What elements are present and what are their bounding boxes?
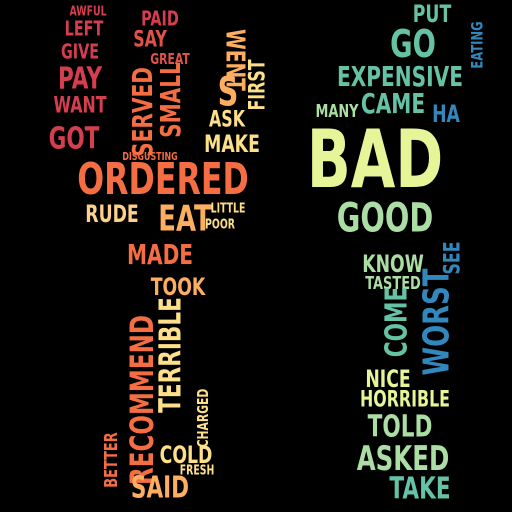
word: RECOMMEND <box>123 315 161 485</box>
word: GIVE <box>61 42 99 65</box>
word: GREAT <box>150 51 189 68</box>
word: WANT <box>53 92 106 118</box>
word: MADE <box>127 238 193 271</box>
word: BAD <box>307 113 443 206</box>
word: HA <box>432 100 461 128</box>
word: EATING <box>469 21 487 68</box>
word: CHARGED <box>195 388 212 447</box>
word: GOT <box>49 122 100 156</box>
word: PAY <box>58 62 103 96</box>
word: LEFT <box>65 19 104 42</box>
word: HORRIBLE <box>360 386 450 412</box>
word: TERRIBLE <box>154 297 188 413</box>
word: TOOK <box>151 273 206 301</box>
word: BETTER <box>100 432 122 488</box>
word: MAKE <box>204 130 260 158</box>
word: S <box>218 70 239 116</box>
word: FIRST <box>244 59 270 110</box>
word: MANY <box>315 100 359 122</box>
word: SAID <box>131 471 189 505</box>
word: ASK <box>209 106 246 132</box>
word: GOOD <box>337 196 433 242</box>
word: DISGUSTING <box>122 151 177 164</box>
word: POOR <box>205 216 235 232</box>
word: SMALL <box>154 62 187 138</box>
word: PUT <box>413 0 452 28</box>
word: WENT <box>220 29 250 91</box>
word: PAID <box>141 9 179 32</box>
word: EAT <box>158 198 212 239</box>
word: GO <box>390 21 436 66</box>
word: EXPENSIVE <box>337 60 463 93</box>
word: AWFUL <box>69 3 106 19</box>
word: COME <box>380 287 414 357</box>
word: TAKE <box>389 472 450 506</box>
word: SEE <box>439 241 465 274</box>
word: COLD <box>160 441 213 469</box>
word: ORDERED <box>77 154 249 206</box>
word: ASKED <box>357 439 450 478</box>
word: KNOW <box>362 250 424 278</box>
word: TOLD <box>368 410 433 444</box>
word: LITTLE <box>211 200 246 216</box>
word: SAY <box>133 26 168 52</box>
word: WORST <box>416 268 457 375</box>
word: CAME <box>361 87 425 120</box>
word: SERVED <box>126 67 159 157</box>
word: TASTED <box>365 272 421 294</box>
word: RUDE <box>85 200 138 228</box>
word: FRESH <box>180 462 215 478</box>
word: NICE <box>365 365 410 393</box>
